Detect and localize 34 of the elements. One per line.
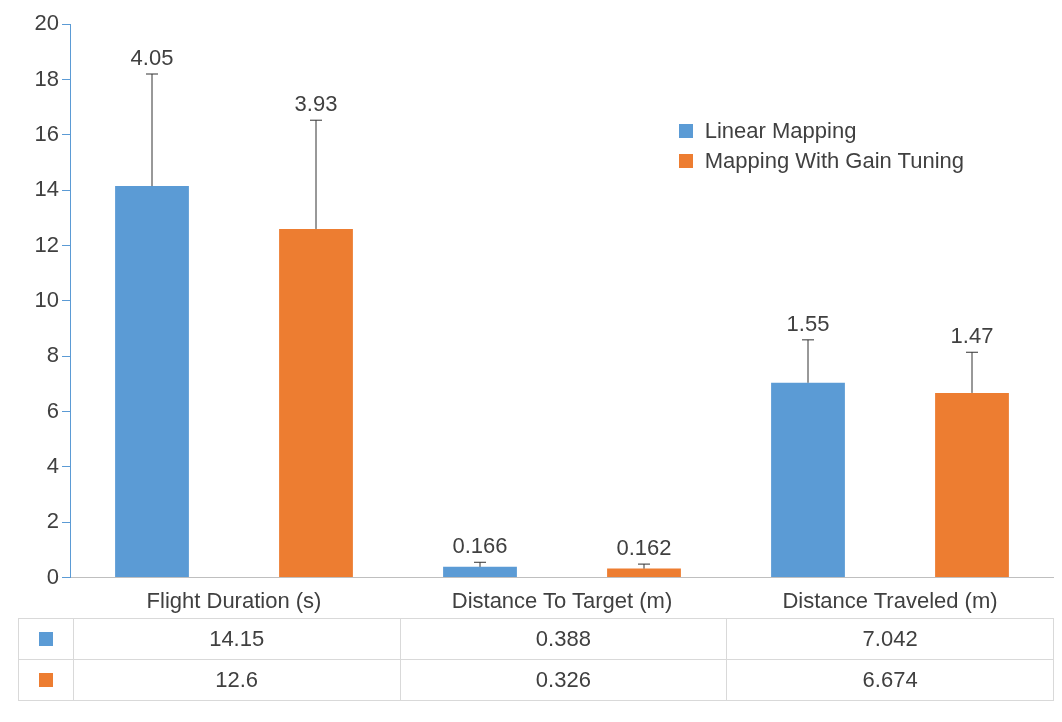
data-label: 14.15: [73, 618, 401, 660]
bar: [279, 228, 353, 578]
y-tick-label: 4: [46, 452, 59, 478]
annotation: 1.55: [786, 310, 830, 336]
y-tick-label: 14: [34, 176, 59, 202]
annotation: 0.166: [452, 533, 508, 559]
bar: [935, 392, 1009, 578]
annotation: 1.47: [950, 323, 994, 349]
x-tick-label: Flight Duration (s): [146, 587, 322, 613]
bar: [115, 186, 189, 578]
y-tick-label: 16: [34, 120, 59, 146]
y-tick-label: 6: [46, 397, 59, 423]
legend-label: Mapping With Gain Tuning: [704, 148, 964, 174]
bar: [771, 382, 845, 578]
annotation: 0.162: [616, 535, 672, 561]
legend-label: Linear Mapping: [704, 118, 857, 144]
bar: [607, 568, 681, 578]
x-tick-label: Distance To Target (m): [451, 587, 673, 613]
annotation: 4.05: [130, 45, 174, 71]
y-tick-label: 18: [34, 65, 59, 91]
y-tick-label: 0: [46, 563, 59, 589]
data-label: 6.674: [726, 659, 1054, 701]
data-label: 12.6: [73, 659, 401, 701]
y-tick-label: 10: [34, 286, 59, 312]
bar: [443, 566, 517, 578]
y-tick-label: 2: [46, 508, 59, 534]
x-tick-label: Distance Traveled (m): [782, 587, 998, 613]
data-label: 0.388: [400, 618, 727, 660]
data-label: 7.042: [726, 618, 1054, 660]
y-tick-label: 20: [34, 10, 59, 36]
y-tick-label: 8: [46, 342, 59, 368]
annotation: 3.93: [294, 91, 338, 117]
data-label: 0.326: [400, 659, 727, 701]
y-tick-label: 12: [34, 231, 59, 257]
